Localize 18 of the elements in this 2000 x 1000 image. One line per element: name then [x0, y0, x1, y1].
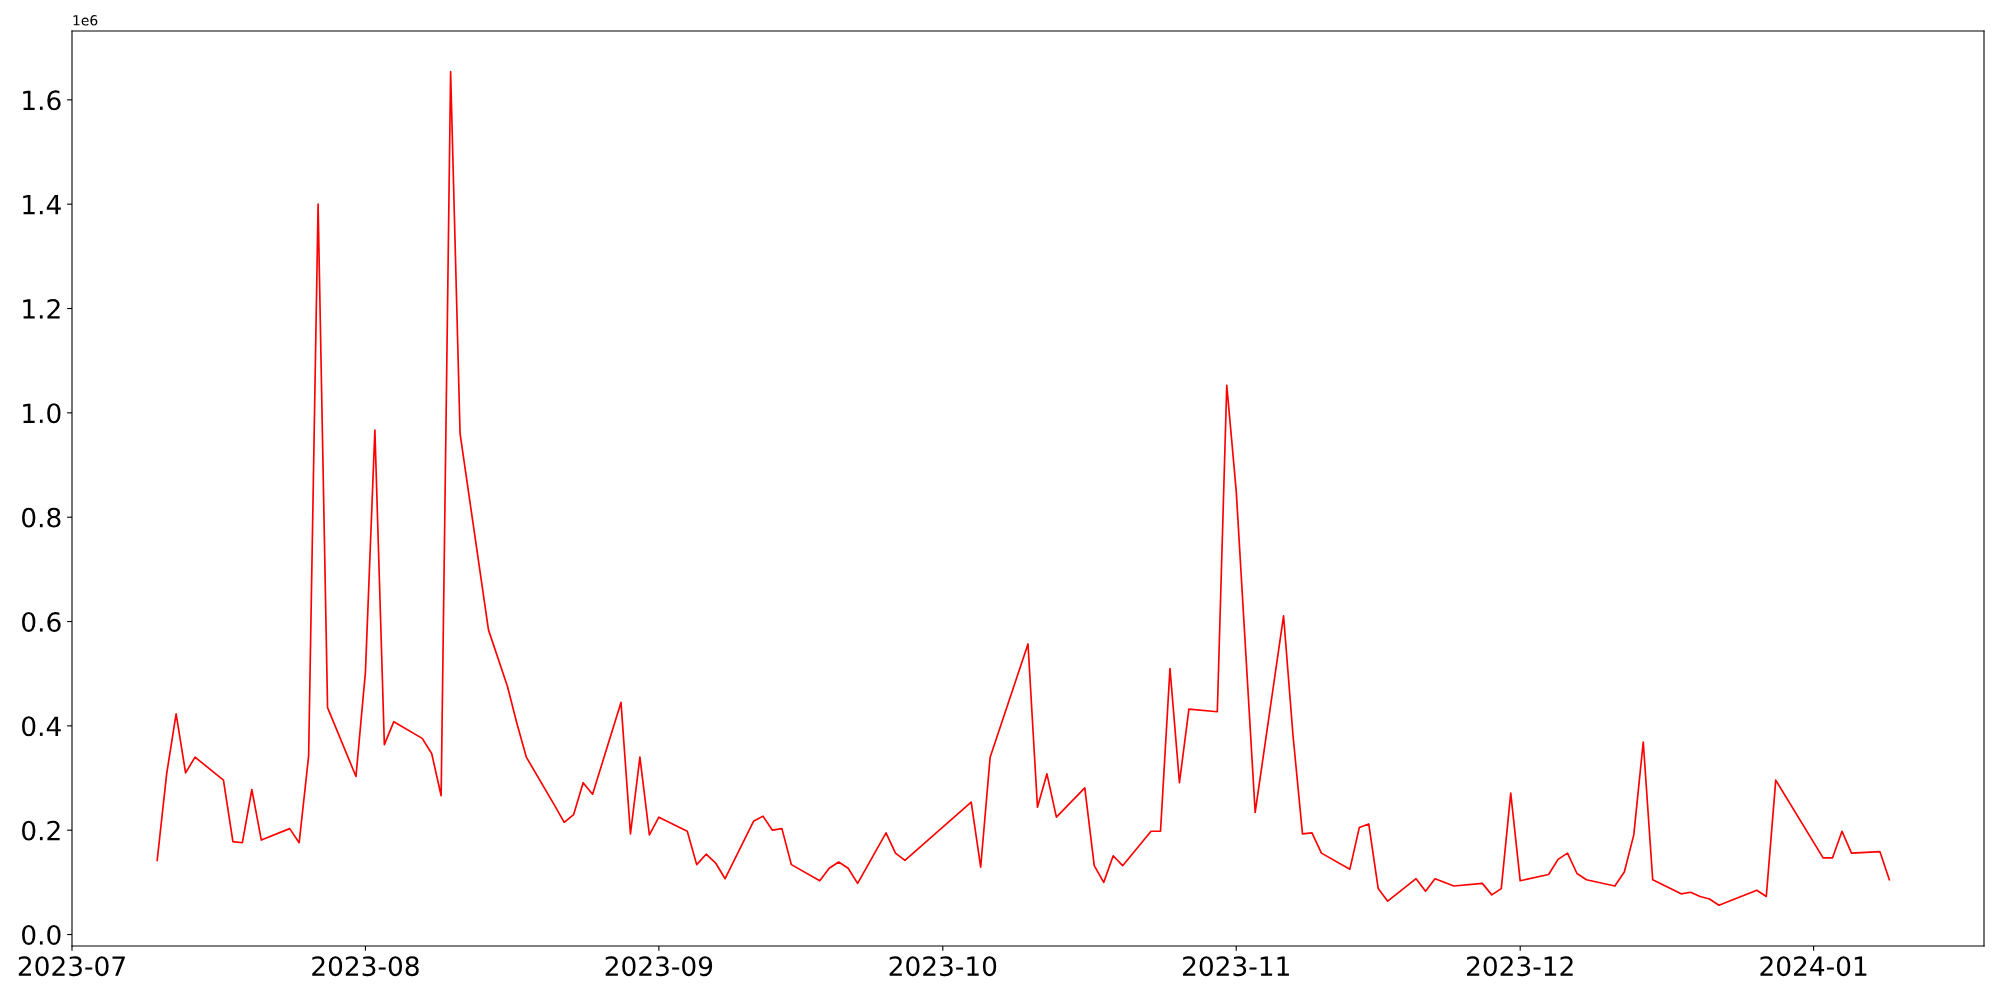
y-tick-label: 1.2 — [23, 298, 60, 319]
text: 1e6 — [73, 15, 98, 26]
y-tick-label: 1.0 — [23, 403, 61, 424]
x-tick-label: 2023-11 — [1183, 956, 1289, 977]
line-series — [156, 70, 1891, 907]
x-tick-label: 2023-08 — [312, 956, 419, 977]
x-tick-label: 2023-09 — [605, 956, 713, 977]
y-tick-label: 0.8 — [22, 507, 61, 528]
y-tick-label: 1.4 — [23, 194, 61, 215]
x-tick-label: 2023-10 — [889, 956, 997, 977]
y-tick-label: 0.6 — [22, 611, 61, 632]
x-tick-label: 2023-12 — [1467, 956, 1573, 977]
y-tick-label: 1.6 — [23, 90, 61, 111]
y-tick-label: 0.0 — [22, 924, 61, 945]
x-tick-label: 2024-01 — [1760, 956, 1867, 977]
y-tick-label: 0.2 — [22, 820, 60, 841]
x-tick-label: 2023-07 — [18, 956, 125, 977]
y-tick-label: 0.4 — [22, 716, 61, 737]
